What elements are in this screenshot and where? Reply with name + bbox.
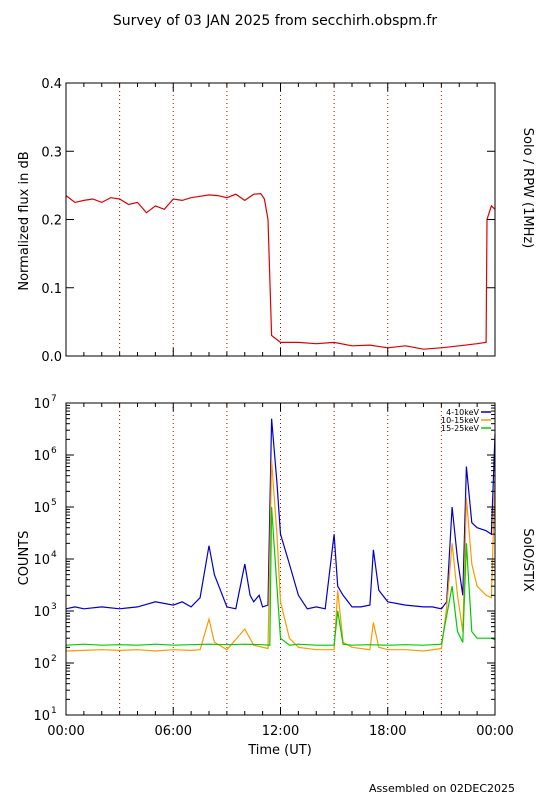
rpw-panel: Normalized flux in dB Solo / RPW (1MHz) … xyxy=(17,77,535,365)
legend-entry-label: 15-25keV xyxy=(441,424,480,433)
stix-y-tick-label: 10 xyxy=(33,605,50,620)
stix-y-tick-label: 10 xyxy=(33,397,50,412)
stix-y-tick-exponent: 1 xyxy=(51,706,57,716)
x-tick-label: 12:00 xyxy=(262,724,299,739)
legend-entry-label: 10-15keV xyxy=(441,416,480,425)
stix-right-label: SolO/STIX xyxy=(520,528,535,591)
rpw-y-tick-label: 0.3 xyxy=(41,145,62,160)
stix-y-tick-exponent: 6 xyxy=(51,446,57,456)
stix-series-line xyxy=(65,418,496,610)
stix-y-tick-exponent: 5 xyxy=(51,498,57,508)
x-tick-label: 00:00 xyxy=(47,724,84,739)
stix-y-tick-exponent: 3 xyxy=(51,602,57,612)
stix-y-tick-exponent: 2 xyxy=(51,654,57,664)
rpw-y-tick-label: 0.0 xyxy=(41,350,62,365)
footer-assembled: Assembled on 02DEC2025 xyxy=(369,782,515,795)
x-axis-label: Time (UT) xyxy=(247,743,312,758)
rpw-y-tick-label: 0.4 xyxy=(41,77,62,92)
x-tick-label: 06:00 xyxy=(155,724,192,739)
rpw-y-tick-label: 0.2 xyxy=(41,214,62,229)
stix-series-line xyxy=(65,506,496,646)
stix-y-tick-label: 10 xyxy=(33,501,50,516)
stix-y-tick-label: 10 xyxy=(33,449,50,464)
x-tick-label: 18:00 xyxy=(369,724,406,739)
stix-y-tick-exponent: 4 xyxy=(51,550,57,560)
figure-title: Survey of 03 JAN 2025 from secchirh.obsp… xyxy=(113,13,437,29)
rpw-right-label: Solo / RPW (1MHz) xyxy=(520,128,535,249)
rpw-series-line xyxy=(65,192,496,350)
stix-y-axis-label: COUNTS xyxy=(17,531,32,586)
stix-y-tick-label: 10 xyxy=(33,553,50,568)
rpw-y-axis-label: Normalized flux in dB xyxy=(17,151,32,290)
stix-y-tick-exponent: 7 xyxy=(51,394,57,404)
stix-y-tick-label: 10 xyxy=(33,709,50,724)
rpw-y-tick-label: 0.1 xyxy=(41,282,62,297)
x-tick-label: 00:00 xyxy=(476,724,513,739)
legend-entry-label: 4-10keV xyxy=(446,408,479,417)
stix-series-line xyxy=(65,459,496,652)
stix-y-tick-label: 10 xyxy=(33,657,50,672)
